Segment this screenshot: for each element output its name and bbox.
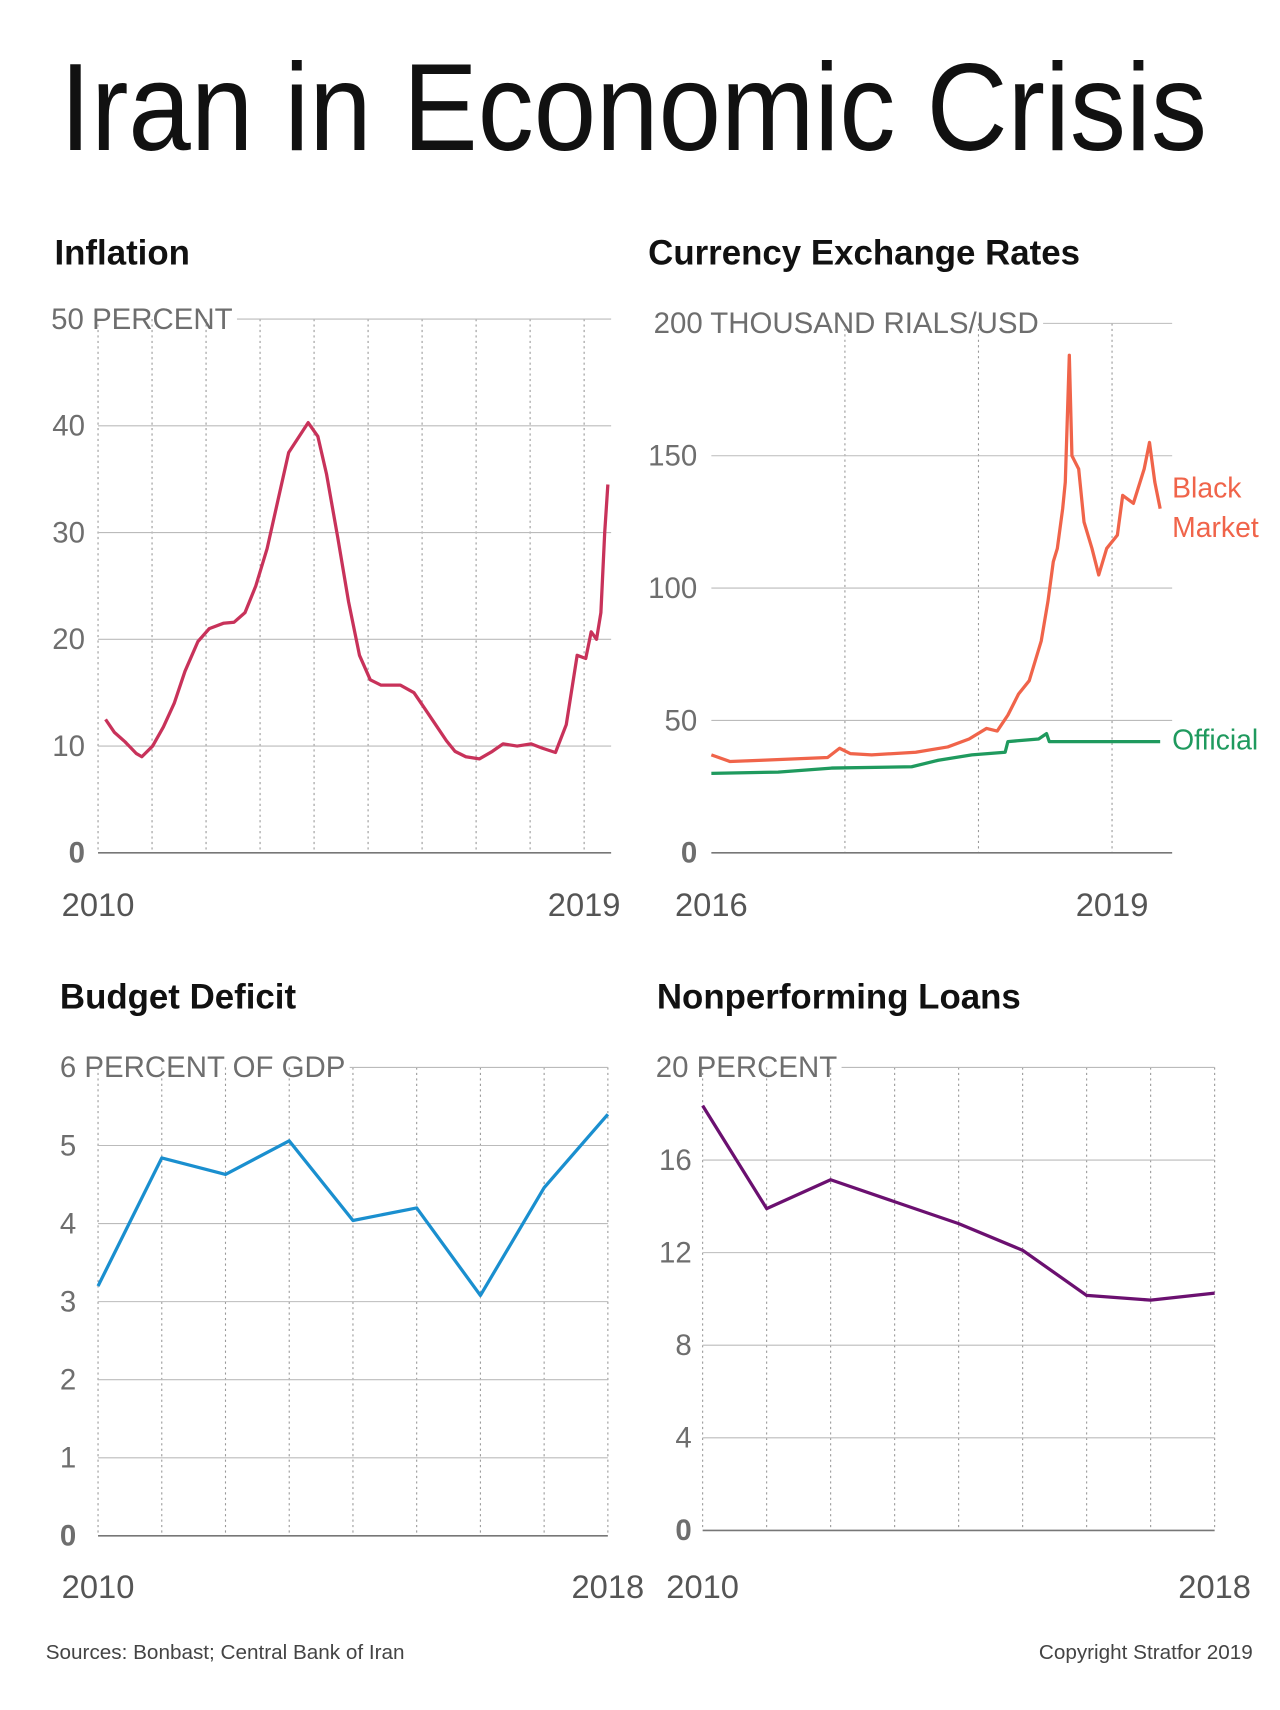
y-tick-label: 0: [681, 837, 697, 870]
y-tick-label: 2: [60, 1364, 76, 1397]
line-series: [96, 1113, 610, 1298]
y-tick-label: 20: [52, 623, 85, 656]
chart-title: Inflation: [54, 234, 189, 273]
y-tick-label: 150: [648, 440, 697, 473]
y-tick-label: 1: [60, 1442, 76, 1475]
x-tick-label: 2018: [572, 1568, 645, 1605]
line-series: [711, 732, 1161, 776]
y-tick-label: 4: [60, 1207, 76, 1240]
series-label-box: Official: [1172, 723, 1259, 756]
main-title: Iran in Economic Crisis: [60, 39, 1207, 177]
y-tick-label: 200 THOUSAND RIALS/USD: [654, 307, 1039, 340]
y-tick-label: 6 PERCENT OF GDP: [60, 1051, 345, 1084]
y-tick-label: 100: [648, 572, 697, 605]
y-tick-label: 8: [675, 1329, 691, 1362]
chart-title: Nonperforming Loans: [657, 978, 1021, 1017]
y-tick-label: 30: [52, 516, 85, 549]
x-tick-label: 2010: [62, 1568, 135, 1605]
copyright: Copyright Stratfor 2019: [1039, 1641, 1253, 1664]
x-tick-label: 2018: [1178, 1568, 1251, 1605]
line-series: [104, 420, 610, 761]
y-tick-label: 10: [52, 730, 85, 763]
x-tick-label: 2019: [548, 886, 621, 923]
y-tick-label: 0: [675, 1514, 691, 1547]
x-tick-label: 2019: [1076, 886, 1149, 923]
y-tick-label: 50 PERCENT: [51, 303, 232, 336]
line-series: [710, 353, 1162, 764]
series-label: Black Market: [1172, 471, 1259, 544]
x-tick-label: 2010: [62, 886, 135, 923]
y-tick-label: 40: [52, 410, 85, 443]
y-tick-label: 16: [659, 1144, 692, 1177]
y-tick-label: 20 PERCENT: [656, 1051, 837, 1084]
series-label-box: Black Market: [1172, 471, 1259, 544]
chart-title: Budget Deficit: [60, 978, 297, 1017]
y-tick-label: 4: [675, 1422, 691, 1455]
y-tick-label: 5: [60, 1129, 76, 1162]
series-label: Official: [1172, 723, 1259, 756]
x-tick-label: 2010: [666, 1568, 739, 1605]
y-tick-label: 3: [60, 1285, 76, 1318]
y-tick-label: 0: [69, 837, 85, 870]
y-tick-label: 12: [659, 1236, 692, 1269]
sources: Sources: Bonbast; Central Bank of Iran: [46, 1641, 405, 1664]
y-tick-label: 0: [60, 1520, 76, 1553]
y-tick-label: 50: [664, 704, 697, 737]
chart-title: Currency Exchange Rates: [648, 234, 1080, 273]
line-series: [701, 1104, 1215, 1302]
x-tick-label: 2016: [675, 886, 748, 923]
